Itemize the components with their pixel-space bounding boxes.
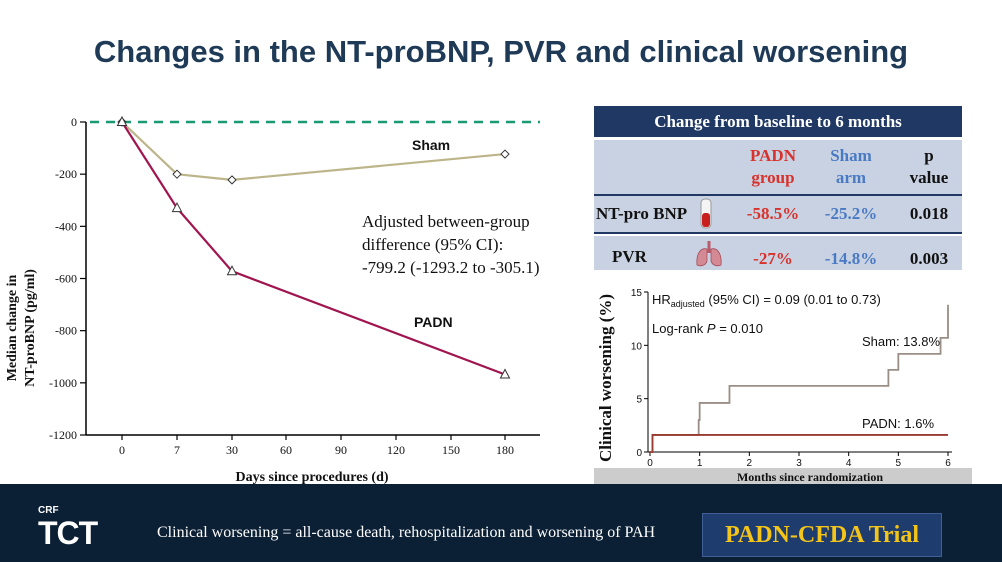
y-tick-label: 15 (631, 288, 643, 299)
padn-point (116, 115, 128, 126)
row-ntprobnp-p: 0.018 (909, 204, 949, 223)
table-header: Change from baseline to 6 months (594, 106, 962, 137)
y-tick-label: -600 (55, 272, 77, 286)
row-divider (594, 194, 962, 196)
x-tick-label: 30 (226, 443, 238, 457)
table-row-pvr (594, 236, 962, 270)
x-tick-label: 180 (496, 443, 514, 457)
chart-bottom-band (594, 468, 972, 484)
x-tick-label: 6 (945, 458, 951, 469)
col-sham-header: Sham arm (818, 145, 884, 189)
padn-line (121, 121, 506, 376)
y-tick-label: -800 (55, 324, 77, 338)
row-pvr-padn: -27% (753, 249, 793, 268)
table-column-header-row (594, 140, 962, 194)
trial-badge: PADN-CFDA Trial (702, 513, 942, 557)
y-tick-label: 0 (71, 115, 77, 129)
y-tick-label: 0 (636, 448, 642, 459)
annotation-line-2: difference (95% CI): (362, 235, 503, 254)
x-tick-label: 3 (796, 458, 802, 469)
col-p-line-2: value (909, 168, 949, 187)
padn-point (171, 202, 183, 213)
x-tick-label: 0 (647, 458, 653, 469)
y-tick-label: -1200 (49, 428, 77, 442)
x-tick-label: 120 (387, 443, 405, 457)
y-tick-label: -1000 (49, 376, 77, 390)
x-tick-label: 90 (335, 443, 347, 457)
row-divider (594, 232, 962, 234)
logrank-annotation: Log-rank P = 0.010 (652, 321, 763, 336)
sham-km-label: Sham: 13.8% (862, 334, 940, 349)
col-sham-line-1: Sham (830, 146, 872, 165)
x-tick-label: 7 (174, 443, 180, 457)
y-axis-label-line-2: NT-proBNP (pg/ml) (23, 269, 38, 387)
sham-series-label: Sham (412, 137, 450, 153)
padn-point (499, 368, 511, 379)
table-row-ntprobnp (594, 196, 962, 232)
padn-km-label: PADN: 1.6% (862, 416, 934, 431)
clinical-worsening-chart: 0 5 10 15 0 1 2 3 4 5 6 HRadjusted (95% CI) = 0.0… (594, 270, 972, 484)
padn-series-label: PADN (414, 314, 453, 330)
x-tick-label: 2 (747, 458, 753, 469)
tct-logo: TCT (38, 515, 98, 551)
sham-point (227, 175, 237, 185)
col-p-line-1: p (924, 146, 934, 165)
y-tick-label: -200 (55, 167, 77, 181)
x-tick-label: 5 (896, 458, 902, 469)
padn-km-curve (650, 434, 948, 453)
row-pvr-p: 0.003 (909, 249, 949, 268)
hr-annotation: HRadjusted (95% CI) = 0.09 (0.01 to 0.73… (652, 292, 881, 309)
lungs-icon (696, 241, 722, 267)
sham-line (121, 121, 506, 182)
annotation-line-3: -799.2 (-1293.2 to -305.1) (362, 258, 540, 277)
km-y-axis-label: Clinical worsening (%) (596, 294, 615, 462)
page-title: Changes in the NT-proBNP, PVR and clinic… (93, 34, 909, 69)
km-x-axis-label: Months since randomization (737, 470, 883, 484)
sham-point (172, 169, 182, 179)
row-ntprobnp-padn: -58.5% (746, 204, 800, 223)
col-p-header: p value (896, 145, 962, 189)
y-tick-label: 5 (636, 395, 642, 406)
crf-logo: CRF (38, 505, 59, 516)
col-padn-header: PADN group (734, 145, 812, 189)
row-pvr-sham: -14.8% (824, 249, 878, 268)
ntprobnp-chart: 0 -200 -400 -600 -800 -1000 -1200 0 7 30 60 90 120 1… (5, 115, 540, 485)
y-axis-label-line-1: Median change in (5, 275, 20, 382)
chart-background (594, 270, 972, 484)
sham-point (500, 149, 510, 159)
annotation-line-1: Adjusted between-group (362, 212, 530, 231)
row-ntprobnp-label: NT-pro BNP (596, 204, 688, 223)
row-pvr-label: PVR (612, 247, 647, 266)
padn-point (226, 265, 238, 276)
change-table: Change from baseline to 6 months PADN gr… (594, 106, 962, 270)
x-tick-label: 4 (846, 458, 852, 469)
x-tick-label: 150 (442, 443, 460, 457)
x-axis-label: Days since procedures (d) (235, 470, 388, 485)
y-tick-label: -400 (55, 219, 77, 233)
x-tick-label: 60 (280, 443, 292, 457)
x-tick-label: 0 (119, 443, 125, 457)
x-tick-label: 1 (697, 458, 703, 469)
col-sham-line-2: arm (835, 168, 867, 187)
y-tick-label: 10 (631, 341, 643, 352)
col-padn-line-2: group (751, 168, 795, 187)
col-padn-line-1: PADN (750, 146, 796, 165)
row-ntprobnp-sham: -25.2% (824, 204, 878, 223)
blood-tube-icon (700, 198, 712, 229)
footer-note: Clinical worsening = all-cause death, re… (157, 524, 656, 541)
